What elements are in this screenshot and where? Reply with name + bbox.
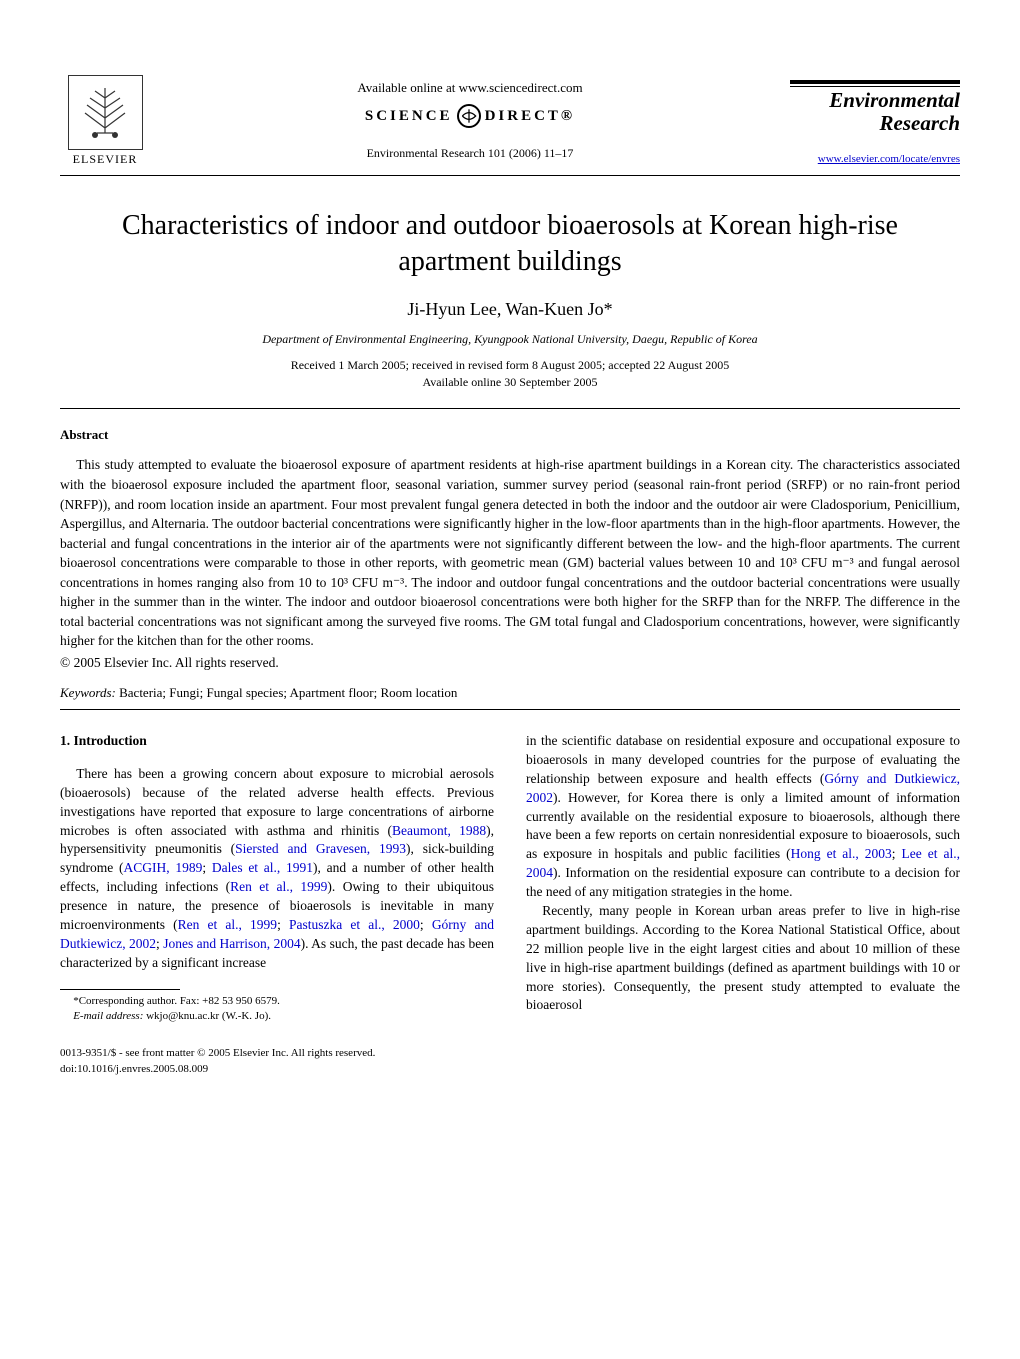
ref-link[interactable]: Beaumont, 1988 — [392, 823, 486, 838]
t: ; — [277, 917, 289, 932]
article-dates: Received 1 March 2005; received in revis… — [60, 357, 960, 391]
page-header: ELSEVIER Available online at www.science… — [60, 75, 960, 167]
ref-link[interactable]: Ren et al., 1999 — [178, 917, 277, 932]
journal-reference: Environmental Research 101 (2006) 11–17 — [150, 146, 790, 161]
footnote-rule — [60, 989, 180, 990]
col1-para1: There has been a growing concern about e… — [60, 765, 494, 973]
article-title: Characteristics of indoor and outdoor bi… — [90, 208, 930, 281]
ref-link[interactable]: Siersted and Gravesen, 1993 — [235, 841, 406, 856]
divider-bottom — [60, 709, 960, 710]
header-divider — [60, 175, 960, 176]
t: ). Information on the residential exposu… — [526, 865, 960, 899]
email-value: wkjo@knu.ac.kr (W.-K. Jo). — [143, 1010, 271, 1022]
abstract-text: This study attempted to evaluate the bio… — [60, 455, 960, 651]
ref-link[interactable]: Jones and Harrison, 2004 — [163, 936, 300, 951]
t: ; — [202, 860, 212, 875]
dates-line1: Received 1 March 2005; received in revis… — [291, 358, 730, 372]
elsevier-tree-icon — [68, 75, 143, 150]
footnote-email: E-mail address: wkjo@knu.ac.kr (W.-K. Jo… — [60, 1009, 494, 1024]
keywords-line: Keywords: Bacteria; Fungi; Fungal specie… — [60, 685, 960, 701]
science-direct-logo: SCIENCE DIRECT® — [150, 104, 790, 128]
journal-title-box: Environmental Research www.elsevier.com/… — [790, 75, 960, 165]
col2-para2: Recently, many people in Korean urban ar… — [526, 902, 960, 1015]
article-affiliation: Department of Environmental Engineering,… — [60, 332, 960, 347]
sd-globe-icon — [457, 104, 481, 128]
copyright-text: © 2005 Elsevier Inc. All rights reserved… — [60, 655, 960, 671]
header-center: Available online at www.sciencedirect.co… — [150, 75, 790, 161]
available-online-text: Available online at www.sciencedirect.co… — [150, 80, 790, 96]
footnote-corresponding: *Corresponding author. Fax: +82 53 950 6… — [60, 994, 494, 1009]
column-right: in the scientific database on residentia… — [526, 732, 960, 1077]
column-left: 1. Introduction There has been a growing… — [60, 732, 494, 1077]
footer-line2: doi:10.1016/j.envres.2005.08.009 — [60, 1062, 494, 1077]
journal-title: Environmental Research — [790, 89, 960, 135]
ref-link[interactable]: Hong et al., 2003 — [791, 846, 892, 861]
ref-link[interactable]: Ren et al., 1999 — [230, 879, 327, 894]
journal-url[interactable]: www.elsevier.com/locate/envres — [790, 153, 960, 165]
keywords-text: Bacteria; Fungi; Fungal species; Apartme… — [116, 685, 458, 700]
footer-meta: 0013-9351/$ - see front matter © 2005 El… — [60, 1046, 494, 1077]
t: ; — [420, 917, 432, 932]
ref-link[interactable]: Dales et al., 1991 — [212, 860, 313, 875]
publisher-logo: ELSEVIER — [60, 75, 150, 167]
dates-line2: Available online 30 September 2005 — [422, 375, 597, 389]
abstract-heading: Abstract — [60, 427, 960, 443]
abstract-body: This study attempted to evaluate the bio… — [60, 457, 960, 648]
journal-title-rule — [790, 80, 960, 87]
ref-link[interactable]: Pastuszka et al., 2000 — [289, 917, 420, 932]
t: ; — [892, 846, 902, 861]
publisher-name: ELSEVIER — [73, 152, 138, 167]
footer-line1: 0013-9351/$ - see front matter © 2005 El… — [60, 1046, 494, 1061]
ref-link[interactable]: ACGIH, 1989 — [123, 860, 202, 875]
body-columns: 1. Introduction There has been a growing… — [60, 732, 960, 1077]
col2-para1: in the scientific database on residentia… — [526, 732, 960, 902]
sd-text-left: SCIENCE — [365, 108, 453, 125]
divider-top — [60, 408, 960, 409]
journal-title-line2: Research — [880, 111, 961, 135]
article-authors: Ji-Hyun Lee, Wan-Kuen Jo* — [60, 299, 960, 320]
section-1-heading: 1. Introduction — [60, 732, 494, 751]
keywords-label: Keywords: — [60, 685, 116, 700]
sd-text-right: DIRECT® — [485, 108, 576, 125]
email-label: E-mail address: — [73, 1010, 143, 1022]
journal-title-line1: Environmental — [829, 88, 960, 112]
